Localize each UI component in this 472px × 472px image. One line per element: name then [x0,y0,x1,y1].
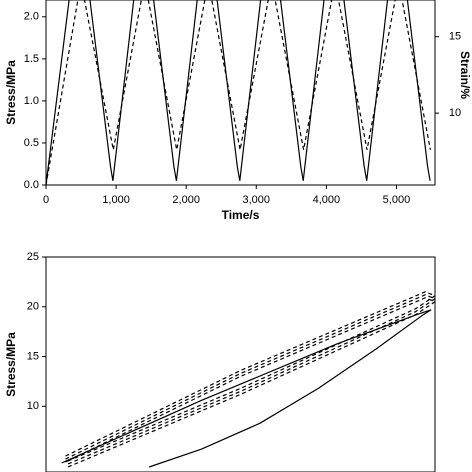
x-tick-label: 0 [43,194,49,206]
series-line [61,309,432,468]
x-tick-label: 3,000 [243,194,271,206]
y-axis-title: Stress/MPa [4,60,18,125]
x-axis-title: Time/s [222,208,260,222]
series-line [46,0,431,185]
y-tick-label: 1.0 [24,95,39,107]
y2-axis-title: Strain/% [458,51,472,99]
plot-frame [45,0,436,186]
plot-frame [45,256,436,472]
series-line [46,0,431,185]
x-tick-label: 1,000 [102,194,130,206]
plot-area [46,0,431,185]
y-tick-label: 25 [27,251,39,263]
plot-area [61,291,435,469]
x-tick-label: 5,000 [383,194,411,206]
y-tick-label: 10 [27,400,39,412]
y2-tick-label: 15 [449,31,461,43]
series-line [65,297,435,469]
x-tick-label: 4,000 [313,194,341,206]
y-tick-label: 2.0 [24,11,39,23]
y-tick-label: 20 [27,301,39,313]
x-tick-label: 2,000 [172,194,200,206]
y-tick-label: 1.5 [24,53,39,65]
y-tick-label: 0.5 [24,137,39,149]
y2-tick-label: 10 [449,107,461,119]
y-tick-label: 15 [27,350,39,362]
y-axis-title: Stress/MPa [4,332,18,397]
y-tick-label: 0.0 [24,179,39,191]
